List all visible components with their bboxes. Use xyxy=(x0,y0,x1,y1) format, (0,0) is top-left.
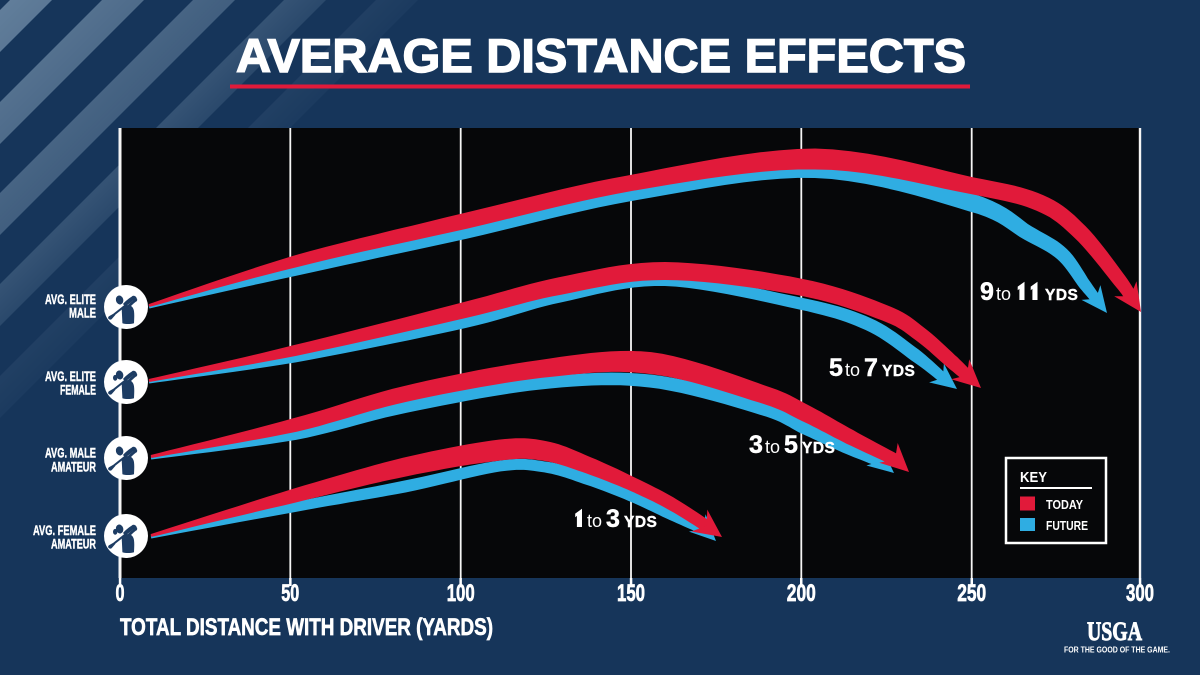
svg-text:KEY: KEY xyxy=(1020,469,1047,486)
svg-text:200: 200 xyxy=(787,580,816,607)
svg-text:AVG. FEMALE: AVG. FEMALE xyxy=(33,523,96,538)
svg-text:AVG. ELITE: AVG. ELITE xyxy=(45,292,96,307)
svg-text:250: 250 xyxy=(957,580,986,607)
svg-text:to: to xyxy=(765,437,780,457)
svg-text:FOR THE GOOD OF THE GAME.: FOR THE GOOD OF THE GAME. xyxy=(1064,646,1170,655)
svg-text:to: to xyxy=(996,284,1011,304)
svg-text:5: 5 xyxy=(784,431,798,459)
svg-text:YDS: YDS xyxy=(802,440,835,457)
svg-text:AVG. MALE: AVG. MALE xyxy=(45,446,96,461)
svg-text:USGA: USGA xyxy=(1087,617,1142,646)
svg-text:3: 3 xyxy=(606,505,620,533)
svg-text:AVERAGE DISTANCE EFFECTS: AVERAGE DISTANCE EFFECTS xyxy=(236,29,966,82)
svg-text:0: 0 xyxy=(116,580,125,607)
svg-text:150: 150 xyxy=(617,580,645,607)
svg-text:to: to xyxy=(587,511,602,531)
svg-text:9: 9 xyxy=(980,278,994,306)
svg-text:YDS: YDS xyxy=(1045,287,1078,304)
svg-text:100: 100 xyxy=(447,580,475,607)
svg-text:YDS: YDS xyxy=(882,363,915,380)
svg-text:TODAY: TODAY xyxy=(1046,497,1083,512)
svg-text:AMATEUR: AMATEUR xyxy=(51,460,96,475)
svg-text:7: 7 xyxy=(864,354,878,382)
svg-text:FUTURE: FUTURE xyxy=(1046,518,1088,533)
svg-text:5: 5 xyxy=(829,354,843,382)
svg-text:MALE: MALE xyxy=(69,306,96,321)
svg-text:50: 50 xyxy=(281,580,299,607)
svg-text:300: 300 xyxy=(1126,580,1154,607)
svg-text:3: 3 xyxy=(749,431,763,459)
svg-text:TOTAL DISTANCE WITH DRIVER (YA: TOTAL DISTANCE WITH DRIVER (YARDS) xyxy=(120,614,493,641)
svg-text:FEMALE: FEMALE xyxy=(60,383,96,398)
svg-text:AVG. ELITE: AVG. ELITE xyxy=(45,369,96,384)
svg-text:YDS: YDS xyxy=(624,514,657,531)
svg-text:AMATEUR: AMATEUR xyxy=(51,537,96,552)
svg-text:to: to xyxy=(845,360,860,380)
